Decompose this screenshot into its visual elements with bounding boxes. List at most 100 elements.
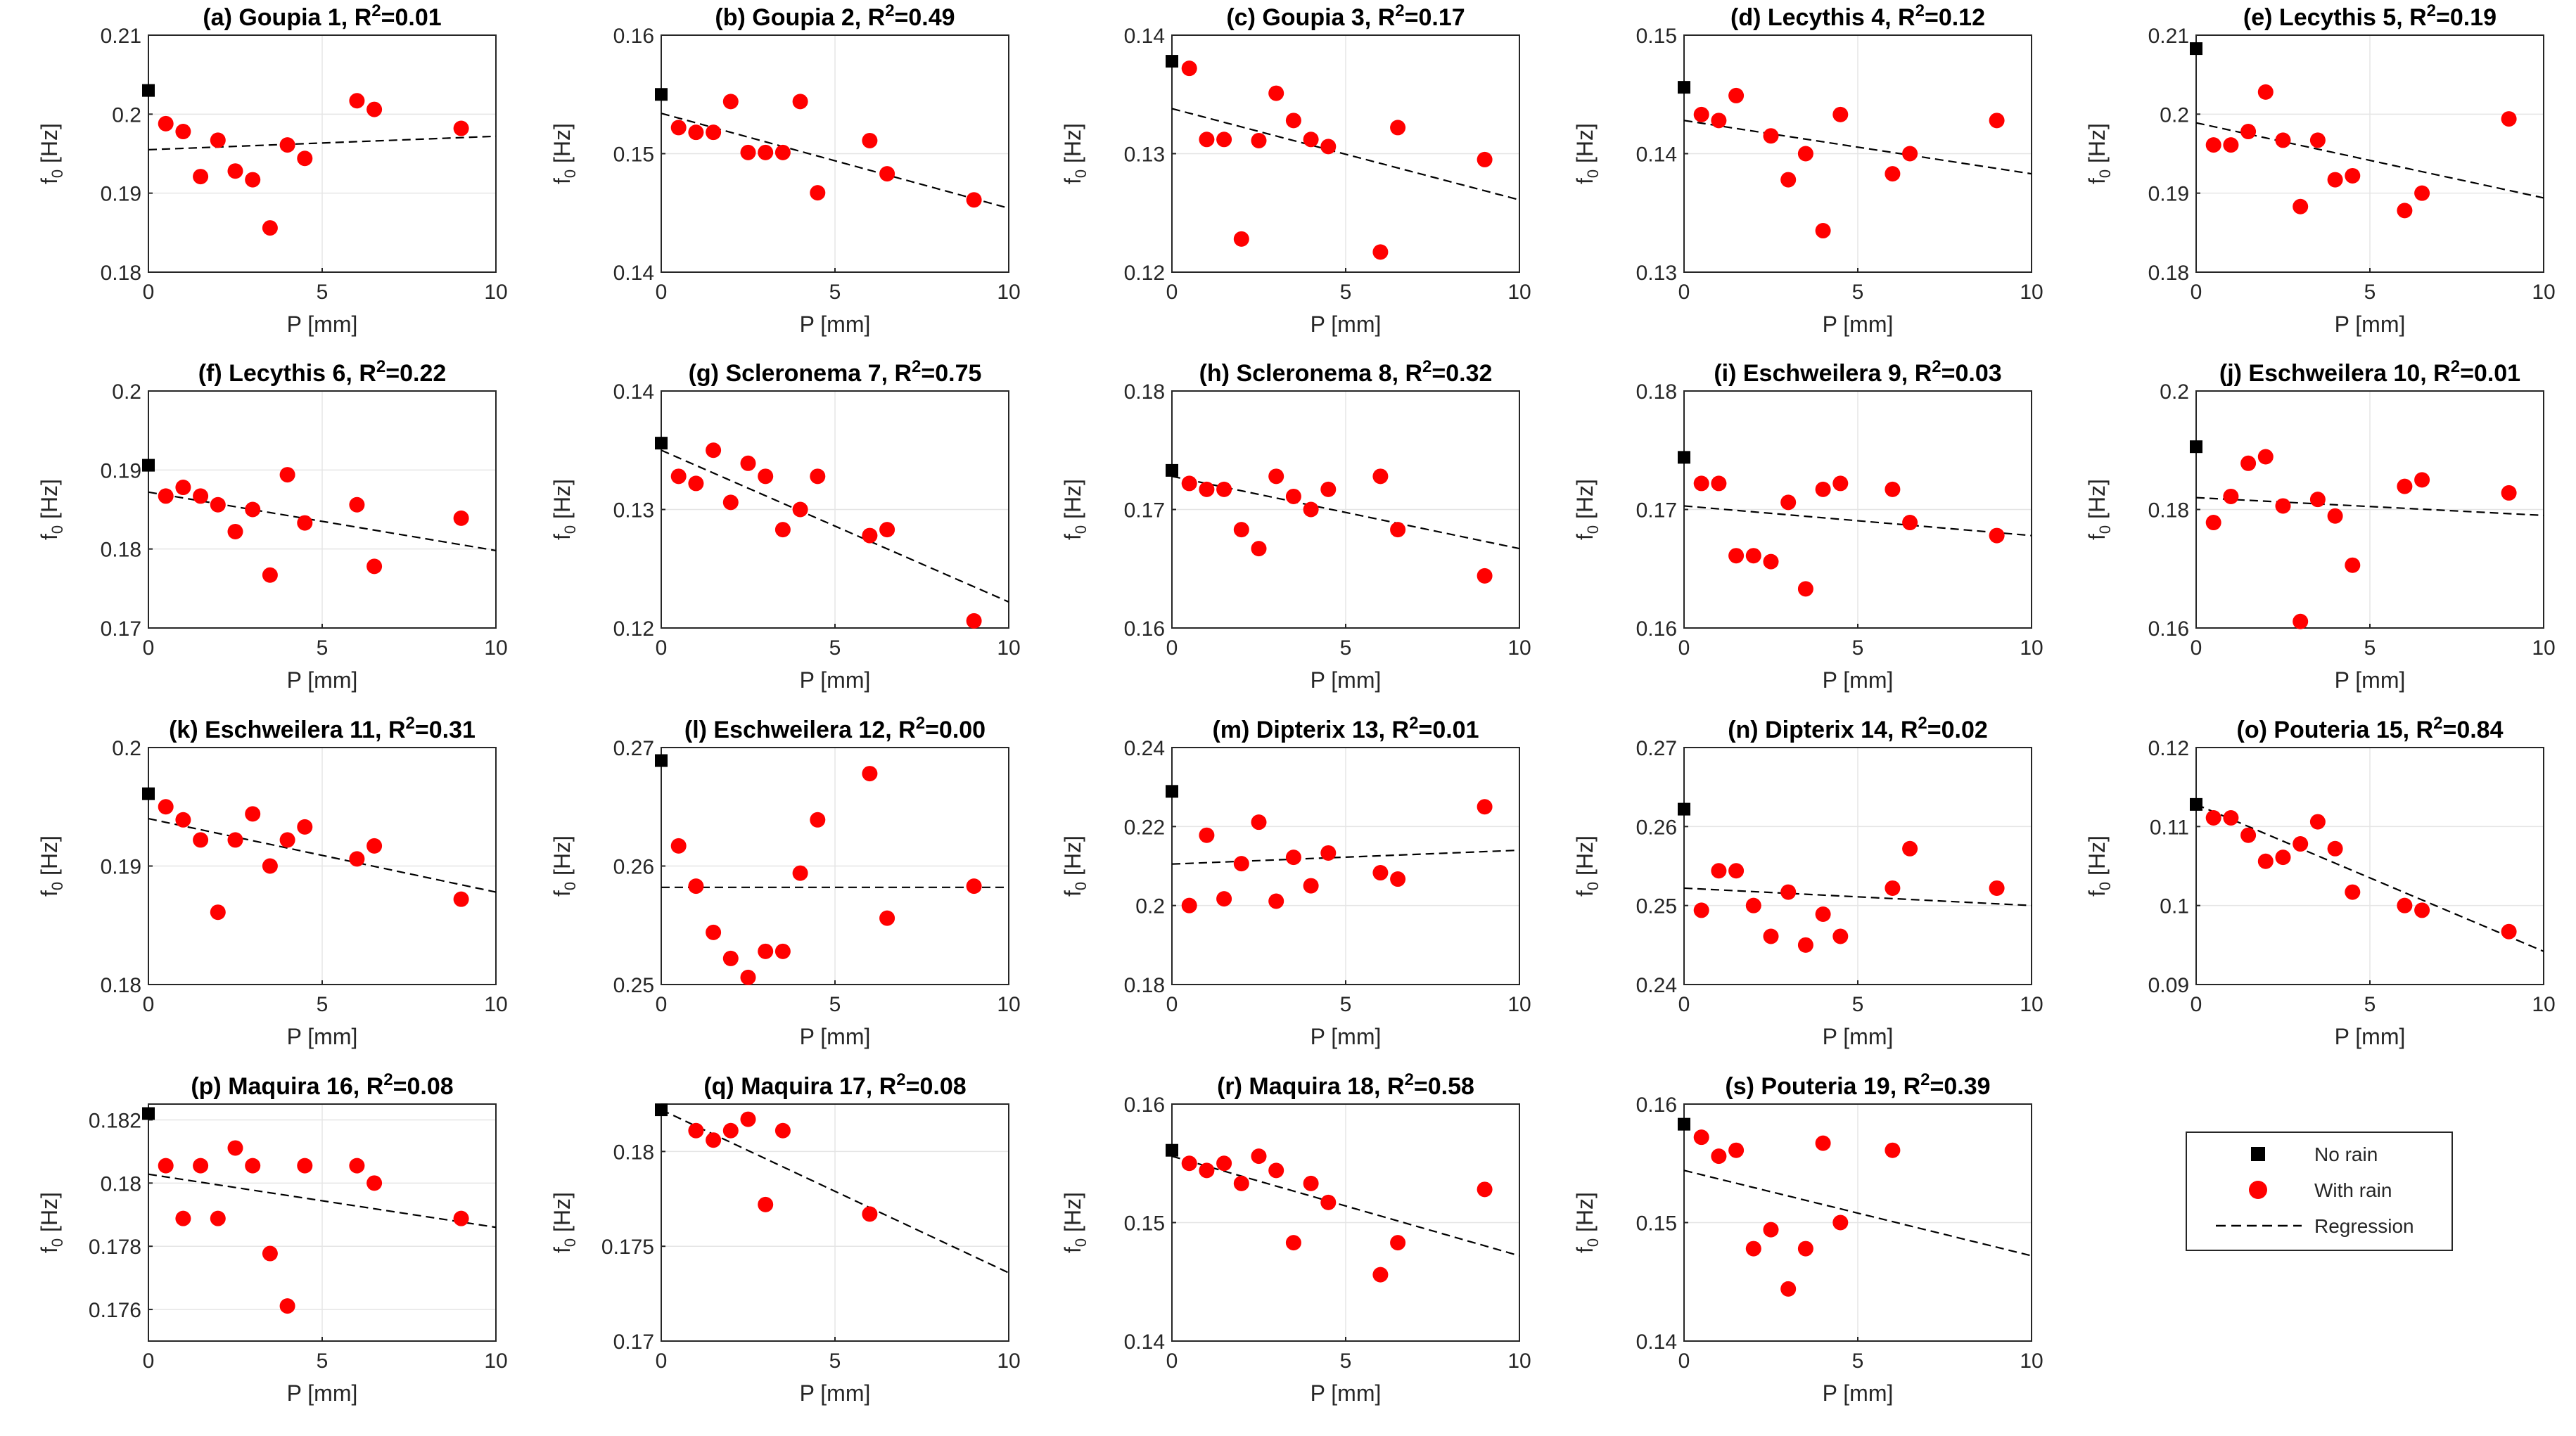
with-rain-point bbox=[1251, 132, 1267, 148]
with-rain-point bbox=[966, 878, 982, 895]
with-rain-point bbox=[1711, 863, 1727, 879]
with-rain-point bbox=[1233, 856, 1249, 872]
regression-line bbox=[1683, 1169, 2032, 1257]
with-rain-point bbox=[2223, 488, 2239, 504]
x-axis-label: P [mm] bbox=[1823, 667, 1894, 693]
x-tick-label: 5 bbox=[2364, 281, 2376, 304]
with-rain-point bbox=[2501, 111, 2517, 127]
with-rain-point bbox=[1797, 146, 1813, 162]
with-rain-point bbox=[366, 558, 383, 575]
x-tick-label: 5 bbox=[1340, 281, 1352, 304]
with-rain-point bbox=[2397, 478, 2413, 494]
y-tick-label: 0.182 bbox=[89, 1109, 141, 1132]
x-tick-label: 10 bbox=[2532, 636, 2555, 660]
with-rain-point bbox=[688, 475, 704, 492]
with-rain-point bbox=[1763, 1222, 1779, 1238]
with-rain-point bbox=[2309, 132, 2326, 148]
with-rain-point bbox=[2205, 137, 2221, 153]
with-rain-point bbox=[1251, 1148, 1267, 1165]
no-rain-point bbox=[1166, 1143, 1178, 1157]
y-tick-label: 0.21 bbox=[2148, 25, 2189, 48]
y-tick-label: 0.15 bbox=[1636, 25, 1677, 48]
with-rain-point bbox=[792, 865, 808, 881]
y-axis-label: f0 [Hz] bbox=[37, 1192, 66, 1253]
no-rain-point bbox=[142, 787, 155, 800]
with-rain-point bbox=[2501, 923, 2517, 940]
with-rain-point bbox=[262, 1245, 278, 1262]
with-rain-point bbox=[706, 1132, 722, 1148]
x-axis-label: P [mm] bbox=[287, 312, 358, 337]
with-rain-point bbox=[1268, 893, 1284, 909]
x-tick-label: 0 bbox=[1678, 993, 1690, 1016]
with-rain-point bbox=[1390, 522, 1406, 538]
with-rain-point bbox=[1199, 1162, 1215, 1179]
with-rain-point bbox=[1693, 106, 1709, 122]
with-rain-point bbox=[227, 523, 243, 539]
subplot-title: (h) Scleronema 8, R2=0.32 bbox=[1199, 357, 1493, 387]
with-rain-point bbox=[1902, 840, 1918, 857]
x-tick-label: 5 bbox=[1340, 993, 1352, 1016]
no-rain-point bbox=[655, 1103, 668, 1117]
y-tick-label: 0.176 bbox=[89, 1299, 141, 1322]
subplot-title: (r) Maquira 18, R2=0.58 bbox=[1217, 1070, 1474, 1100]
y-axis-label: f0 [Hz] bbox=[1572, 835, 1602, 897]
with-rain-point bbox=[758, 144, 774, 160]
y-tick-label: 0.12 bbox=[2148, 737, 2189, 760]
y-tick-label: 0.18 bbox=[101, 539, 141, 562]
subplot-title: (c) Goupia 3, R2=0.17 bbox=[1226, 1, 1465, 31]
regression-line bbox=[1683, 120, 2032, 175]
no-rain-point bbox=[1678, 81, 1690, 94]
with-rain-point bbox=[1216, 1155, 1232, 1172]
subplot-title: (a) Goupia 1, R2=0.01 bbox=[203, 1, 441, 31]
y-tick-label: 0.14 bbox=[1636, 1331, 1677, 1354]
y-tick-label: 0.16 bbox=[1636, 617, 1677, 641]
with-rain-point bbox=[966, 192, 982, 208]
regression-line bbox=[661, 449, 1009, 603]
with-rain-point bbox=[245, 172, 261, 188]
with-rain-point bbox=[2414, 472, 2430, 488]
y-tick-label: 0.17 bbox=[101, 617, 141, 641]
with-rain-point bbox=[349, 93, 365, 109]
with-rain-point bbox=[279, 832, 295, 848]
with-rain-point bbox=[453, 120, 469, 136]
with-rain-point bbox=[688, 124, 704, 141]
with-rain-point bbox=[1763, 928, 1779, 944]
x-tick-label: 0 bbox=[1166, 281, 1178, 304]
x-tick-label: 10 bbox=[2020, 636, 2043, 660]
x-tick-label: 0 bbox=[143, 993, 155, 1016]
subplot-title: (b) Goupia 2, R2=0.49 bbox=[715, 1, 955, 31]
y-tick-label: 0.2 bbox=[2160, 103, 2189, 127]
regression-line bbox=[1683, 505, 2032, 537]
with-rain-point bbox=[2501, 485, 2517, 501]
with-rain-point bbox=[792, 94, 808, 110]
with-rain-point bbox=[758, 943, 774, 959]
subplot-q: 0 5 10 0.17 0.175 0.18 P [mm] f0 [Hz] (q) Maquir… bbox=[549, 1070, 1021, 1406]
regression-line bbox=[148, 1173, 497, 1229]
with-rain-point bbox=[2240, 124, 2257, 140]
with-rain-point bbox=[810, 468, 826, 485]
subplot-title: (m) Dipterix 13, R2=0.01 bbox=[1212, 714, 1479, 743]
subplot-p: 0 5 10 0.176 0.178 0.18 0.182 P [mm] f0 [Hz] (p) … bbox=[37, 1070, 508, 1406]
with-rain-point bbox=[1815, 1135, 1831, 1151]
x-axis-label: P [mm] bbox=[800, 1024, 871, 1049]
x-tick-label: 0 bbox=[1166, 1350, 1178, 1373]
with-rain-point bbox=[1372, 1267, 1389, 1283]
x-axis-label: P [mm] bbox=[1311, 312, 1382, 337]
with-rain-point bbox=[1902, 515, 1918, 531]
with-rain-point bbox=[1832, 106, 1849, 122]
with-rain-point bbox=[2414, 902, 2430, 918]
x-tick-label: 0 bbox=[2191, 993, 2202, 1016]
with-rain-point bbox=[774, 522, 791, 538]
with-rain-point bbox=[245, 806, 261, 822]
with-rain-point bbox=[2275, 132, 2291, 148]
x-tick-label: 10 bbox=[2020, 281, 2043, 304]
x-tick-label: 10 bbox=[2020, 993, 2043, 1016]
subplot-title: (g) Scleronema 7, R2=0.75 bbox=[689, 357, 982, 387]
with-rain-point bbox=[2397, 203, 2413, 219]
with-rain-point bbox=[1885, 1142, 1901, 1158]
legend-regression-label: Regression bbox=[2314, 1215, 2414, 1237]
with-rain-point bbox=[810, 812, 826, 828]
y-tick-label: 0.21 bbox=[101, 25, 141, 48]
with-rain-point bbox=[722, 950, 739, 966]
